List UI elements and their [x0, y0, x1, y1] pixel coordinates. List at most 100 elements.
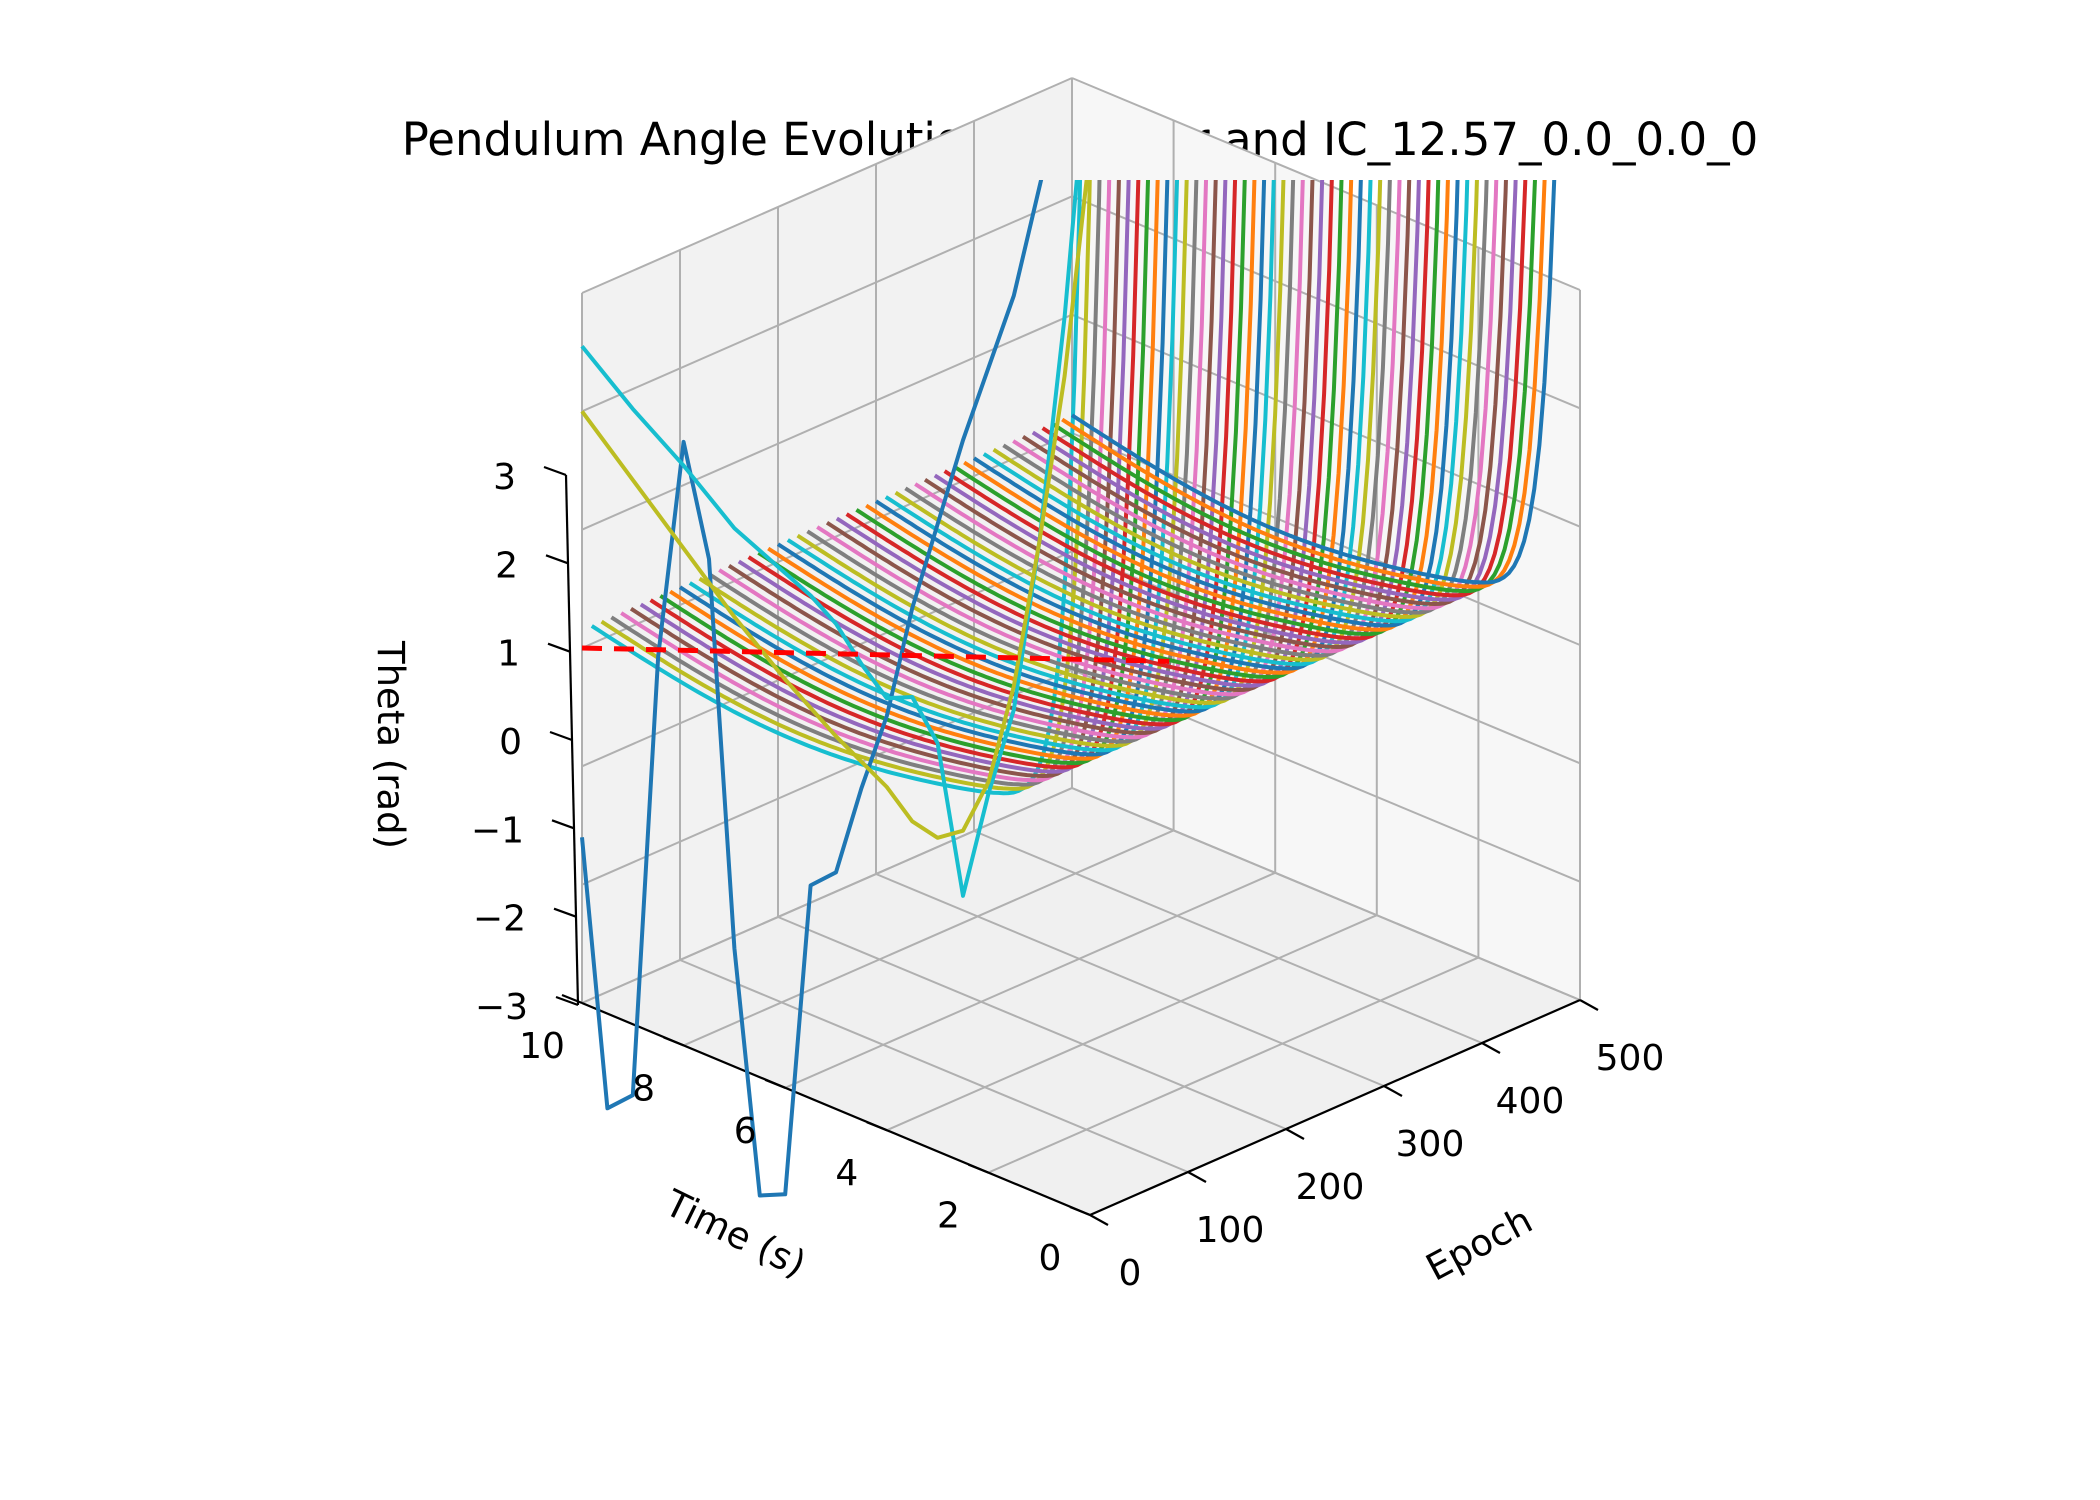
epoch-curve — [825, 180, 1315, 693]
grid-line — [581, 787, 1073, 1004]
grid-line — [581, 195, 1073, 413]
epoch-curve — [1031, 180, 1518, 602]
epoch-curve — [894, 180, 1383, 662]
epoch-curve — [943, 180, 1431, 641]
x-tick — [1089, 1214, 1109, 1226]
z-tick — [553, 907, 577, 918]
grid-line — [886, 914, 1378, 1132]
epoch-curve — [786, 180, 1276, 710]
epoch-curve — [865, 180, 1354, 675]
x-tick — [1383, 1085, 1403, 1097]
grid-line — [1071, 668, 1581, 883]
z-tick — [545, 554, 569, 565]
tick-labels: 0 100 200 300 400 500 0 2 4 6 8 10−3 −2 −1 0 1 2 3 — [471, 457, 1664, 1294]
epoch-curve — [796, 180, 1286, 705]
x-tick-label: 100 — [1196, 1210, 1265, 1251]
epoch-curve — [963, 180, 1450, 632]
grid-line — [683, 829, 1175, 1047]
y-tick-label: 10 — [519, 1026, 565, 1067]
grid-line — [777, 916, 1287, 1130]
y-tick-label: 2 — [937, 1196, 960, 1237]
z-tick-label: 0 — [499, 722, 522, 763]
x-tick-label: 0 — [1119, 1253, 1142, 1294]
series-line-1 — [580, 180, 1079, 898]
epoch-curve — [914, 180, 1402, 654]
y-tick — [866, 1121, 888, 1132]
y-tick-label: 8 — [632, 1068, 655, 1109]
y-tick — [561, 993, 583, 1005]
grid-line — [581, 313, 1073, 531]
epoch-curve — [874, 180, 1363, 671]
epoch-curve — [982, 180, 1470, 624]
epoch-curve — [923, 180, 1412, 650]
z-tick-label: 3 — [493, 457, 516, 498]
y-tick — [1069, 1205, 1091, 1217]
z-axis-label: Theta (rad) — [369, 640, 412, 849]
data-series — [580, 180, 1170, 1198]
x-tick-label: 400 — [1496, 1081, 1565, 1122]
epoch-curve — [639, 180, 1131, 774]
epoch-curve — [992, 180, 1479, 619]
x-axis-label: Epoch — [1419, 1198, 1539, 1289]
epoch-curve — [649, 180, 1141, 770]
epoch-curve — [747, 180, 1238, 727]
y-axis-label: Time (s) — [658, 1181, 813, 1286]
x-tick-label: 500 — [1596, 1038, 1665, 1079]
epoch-curve — [659, 180, 1150, 766]
z-tick — [551, 819, 575, 830]
epoch-curve — [1041, 180, 1528, 598]
epoch-curve — [1021, 180, 1508, 607]
x-tick — [1579, 999, 1599, 1011]
series-line-2 — [580, 180, 1089, 840]
pane-floor — [582, 788, 1580, 1215]
y-tick-label: 0 — [1039, 1238, 1062, 1279]
y-tick-label: 4 — [835, 1153, 858, 1194]
z-tick-label: 2 — [495, 545, 518, 586]
x-tick-label: 200 — [1296, 1167, 1365, 1208]
epoch-curve — [610, 180, 1102, 787]
epoch-curve — [1070, 180, 1557, 585]
y-tick-label: 6 — [734, 1111, 757, 1152]
y-tick — [663, 1036, 685, 1047]
epoch-curve — [688, 180, 1180, 753]
epoch-curve — [1051, 180, 1537, 594]
series-line-0 — [580, 180, 1044, 1198]
epoch-curve — [698, 180, 1189, 748]
z-tick-label: −2 — [473, 899, 526, 940]
epoch-curve — [776, 180, 1267, 714]
epoch-curve — [708, 180, 1199, 744]
epoch-curve — [727, 180, 1218, 736]
z-tick — [543, 465, 567, 477]
epoch-curve — [718, 180, 1209, 740]
axis-lines — [543, 465, 1599, 1226]
epoch-curve — [806, 180, 1296, 701]
z-tick — [547, 642, 571, 653]
epoch-curve — [855, 180, 1344, 680]
y-tick — [764, 1078, 786, 1089]
epoch-curve — [737, 180, 1228, 731]
x-tick — [1187, 1171, 1207, 1183]
z-tick-label: −1 — [471, 810, 524, 851]
epoch-curve — [1012, 180, 1499, 611]
grid-line — [987, 956, 1479, 1174]
epoch-curve-family — [590, 180, 1557, 796]
grid-line — [581, 668, 1073, 886]
epoch-curve — [590, 180, 1083, 796]
z-tick-label: 1 — [497, 634, 520, 675]
grid-line — [581, 550, 1073, 768]
x-tick-label: 300 — [1396, 1124, 1465, 1165]
grid-line — [875, 873, 1385, 1087]
z-tick — [555, 995, 579, 1007]
epoch-curve — [678, 180, 1170, 757]
epoch-curve — [972, 180, 1460, 628]
y-tick — [967, 1163, 989, 1174]
x-tick — [1481, 1042, 1501, 1054]
grid-line — [679, 959, 1189, 1173]
epoch-curve — [933, 180, 1421, 645]
x-axis-line — [1089, 998, 1581, 1217]
epoch-curve — [1002, 180, 1489, 615]
epoch-curve — [884, 180, 1373, 667]
epoch-curve — [845, 180, 1334, 684]
grid-line — [1071, 787, 1581, 1001]
